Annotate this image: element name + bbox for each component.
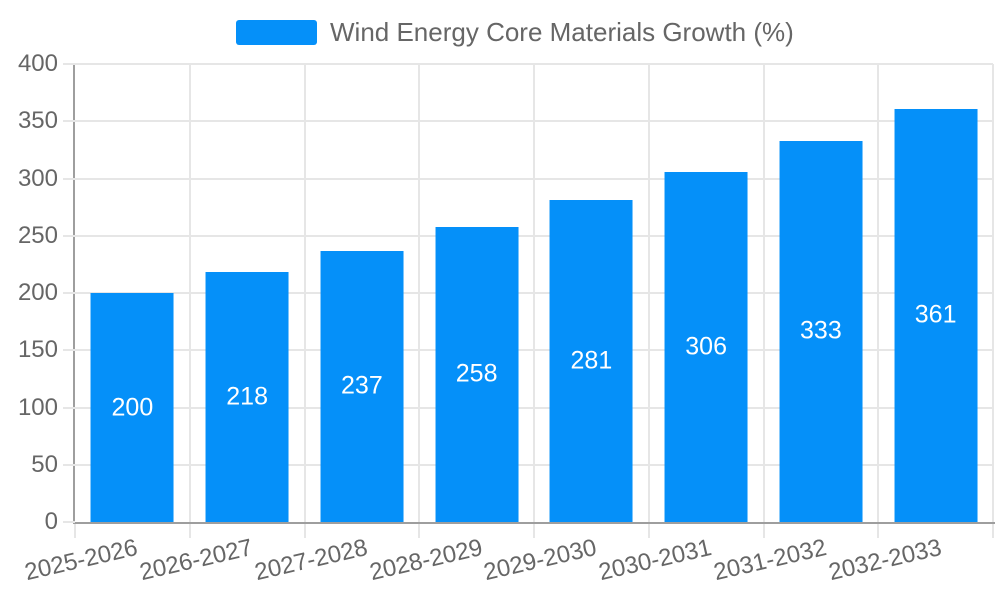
x-axis-tick	[188, 524, 191, 538]
x-axis-line	[73, 522, 995, 524]
gridline-vertical	[533, 64, 535, 522]
y-axis-tick	[63, 63, 75, 65]
bar-value-label: 306	[685, 332, 727, 361]
y-axis-label: 400	[17, 50, 58, 77]
y-axis-tick	[63, 406, 75, 409]
x-axis-tick	[418, 524, 421, 538]
bar-value-label: 361	[914, 300, 957, 329]
y-axis-tick	[63, 349, 75, 352]
y-axis-line	[73, 64, 75, 524]
y-axis-tick	[63, 463, 75, 466]
gridline-vertical	[188, 64, 191, 522]
y-axis-label: 200	[17, 279, 58, 306]
bar-value-label: 218	[226, 382, 268, 411]
y-axis-tick	[63, 292, 75, 294]
gridline-vertical	[992, 64, 994, 522]
bar[interactable]: 306	[664, 171, 748, 522]
gridline-vertical	[647, 64, 650, 522]
bar[interactable]: 237	[320, 250, 404, 522]
x-axis-tick	[762, 524, 765, 538]
y-axis-label: 250	[17, 221, 58, 249]
gridline-vertical	[418, 64, 421, 522]
bar-value-label: 281	[570, 346, 613, 375]
gridline-vertical	[303, 64, 306, 522]
y-axis-label: 50	[31, 450, 58, 478]
x-axis-tick	[533, 524, 535, 538]
bar-value-label: 258	[455, 359, 498, 388]
y-axis-tick	[63, 177, 75, 180]
plot-area: 200 218 237 258 281 306 333 361	[75, 63, 994, 522]
y-axis-label: 150	[17, 336, 58, 364]
bar-value-label: 237	[341, 371, 383, 400]
bar[interactable]: 200	[90, 293, 174, 522]
bar[interactable]: 281	[549, 200, 633, 522]
x-axis-tick	[647, 524, 650, 538]
gridline-vertical	[762, 64, 765, 522]
gridline-vertical	[877, 64, 880, 522]
bar[interactable]: 258	[435, 226, 519, 522]
bar-value-label: 200	[111, 393, 154, 421]
bar-value-label: 333	[800, 316, 842, 345]
legend-item[interactable]: Wind Energy Core Materials Growth (%)	[236, 17, 794, 48]
legend-label: Wind Energy Core Materials Growth (%)	[330, 17, 794, 47]
bar[interactable]: 333	[779, 140, 863, 522]
bar[interactable]: 361	[894, 108, 978, 522]
x-axis-tick	[303, 524, 306, 538]
bar[interactable]: 218	[205, 272, 289, 522]
y-axis-tick	[63, 521, 75, 523]
y-axis-label: 350	[17, 107, 58, 135]
y-axis-tick	[63, 234, 75, 237]
y-axis-label: 0	[44, 508, 58, 535]
legend-swatch-icon	[236, 20, 317, 45]
x-axis-tick	[992, 524, 994, 538]
x-axis-tick	[877, 524, 880, 538]
y-axis-label: 300	[17, 164, 58, 192]
x-axis-tick	[74, 524, 76, 538]
y-axis-label: 100	[17, 393, 58, 421]
y-axis-tick	[63, 120, 75, 123]
